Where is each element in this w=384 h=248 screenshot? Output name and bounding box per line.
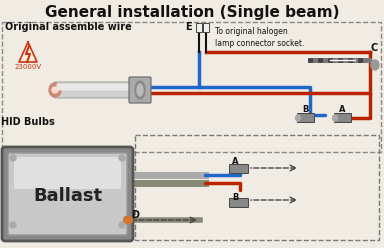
FancyBboxPatch shape [203,23,209,32]
Text: Original assemble wire: Original assemble wire [5,22,132,32]
FancyBboxPatch shape [8,153,127,235]
FancyBboxPatch shape [230,164,248,174]
Ellipse shape [137,84,143,96]
Text: E: E [185,22,192,32]
FancyBboxPatch shape [54,82,141,98]
Ellipse shape [296,115,301,121]
FancyBboxPatch shape [2,147,133,241]
Text: A: A [339,105,345,115]
Text: B: B [232,192,238,201]
Bar [135,135,379,240]
Circle shape [10,155,16,161]
Text: HID Bulbs: HID Bulbs [1,117,55,127]
Ellipse shape [124,216,132,224]
FancyBboxPatch shape [230,198,248,208]
Circle shape [119,155,125,161]
Text: Ballast: Ballast [33,187,103,205]
Text: D: D [131,210,139,220]
FancyBboxPatch shape [129,77,151,103]
FancyBboxPatch shape [14,157,121,189]
Polygon shape [19,42,37,62]
Circle shape [119,222,125,228]
Circle shape [10,222,16,228]
Text: To original halogen
lamp connector socket.: To original halogen lamp connector socke… [215,27,305,48]
FancyBboxPatch shape [56,84,141,91]
Ellipse shape [135,81,145,99]
Text: A: A [232,157,238,166]
Ellipse shape [333,115,338,121]
FancyBboxPatch shape [298,114,314,123]
Bar [2,22,381,152]
Text: 23000V: 23000V [15,64,41,70]
Text: General installation (Single beam): General installation (Single beam) [45,4,339,20]
Ellipse shape [49,83,61,97]
Ellipse shape [371,60,379,70]
Ellipse shape [52,87,58,93]
Text: B: B [302,105,308,115]
FancyBboxPatch shape [334,114,351,123]
FancyBboxPatch shape [196,23,202,32]
Text: C: C [371,43,377,53]
